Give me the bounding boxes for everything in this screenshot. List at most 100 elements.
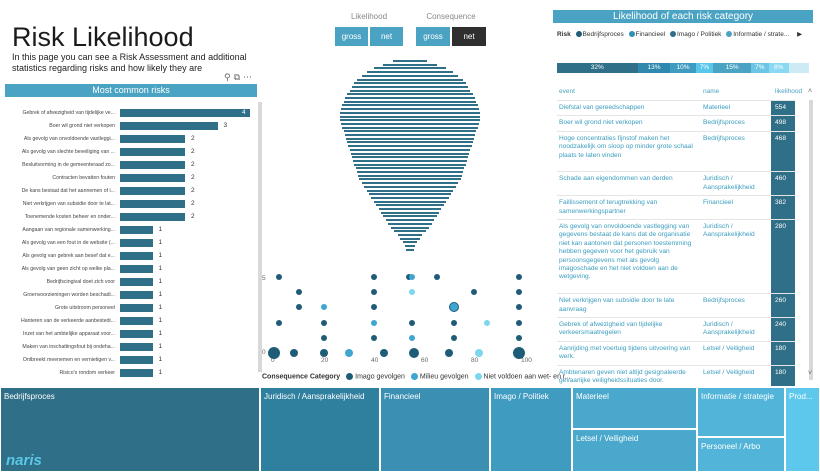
risk-legend-item[interactable]: Imago / Politiek (677, 31, 722, 38)
bar[interactable] (120, 356, 153, 364)
bar[interactable] (120, 122, 218, 130)
event-cell[interactable]: Boer wil grond niet verkopen (559, 119, 643, 127)
scatter-point[interactable] (451, 334, 457, 341)
scatter-point[interactable] (483, 319, 490, 326)
stacked-segment[interactable]: 10% (670, 63, 696, 73)
bar[interactable] (120, 317, 153, 325)
scatter-point[interactable] (296, 289, 302, 296)
scatter-point[interactable] (408, 289, 415, 296)
table-row[interactable]: Aanrijding met voertuig tijdens uitvoeri… (557, 340, 795, 366)
scatter-point[interactable] (408, 334, 415, 341)
bar[interactable] (120, 265, 153, 273)
scatter-point[interactable] (371, 274, 377, 280)
bar[interactable] (120, 369, 153, 377)
table-row[interactable]: Ambtenaren geven niet altijd gesignaleer… (557, 364, 795, 386)
bar[interactable] (120, 161, 185, 169)
treemap-cell[interactable]: Personeel / Arbo (697, 437, 785, 472)
scatter-point[interactable] (321, 304, 327, 311)
scatter-point[interactable] (475, 349, 483, 357)
table-row[interactable]: Faillissement of terugtrekking van samen… (557, 195, 795, 220)
scatter-legend-item[interactable]: Niet voldoen aan wet- en r... (483, 373, 571, 381)
bar[interactable] (120, 200, 185, 208)
bar[interactable] (120, 278, 153, 286)
scatter-legend-item[interactable]: Imago gevolgen (355, 373, 405, 381)
treemap-cell[interactable]: Materieel (572, 387, 697, 429)
scatter-point[interactable] (345, 349, 353, 357)
event-cell[interactable]: Faillissement of terugtrekking van samen… (559, 199, 658, 215)
treemap-cell[interactable]: Bedrijfsproces (0, 387, 260, 472)
scatter-point[interactable] (516, 304, 522, 311)
scatter-point[interactable] (408, 274, 415, 280)
scatter-point[interactable] (276, 274, 282, 280)
likelihood-gross-button[interactable]: gross (335, 27, 368, 46)
table-row[interactable]: Boer wil grond niet verkopen Bedrijfsproc… (557, 115, 795, 132)
risk-legend-item[interactable]: Bedrijfsproces (582, 31, 624, 38)
scatter-point[interactable] (516, 319, 522, 326)
scatter-point[interactable] (380, 349, 388, 357)
scatter-point[interactable] (290, 349, 298, 357)
event-cell[interactable]: Hoge concentraties fijnstof maken het no… (559, 134, 693, 159)
table-row[interactable]: Diefstal van gereedschappen Materieel 554 (557, 100, 795, 117)
legend-next-icon[interactable]: ▶ (797, 31, 803, 38)
scatter-point[interactable] (449, 302, 459, 313)
stacked-segment[interactable]: 32% (557, 63, 638, 73)
scatter-point[interactable] (516, 334, 522, 341)
scatter-point[interactable] (371, 304, 377, 311)
bar[interactable] (120, 148, 185, 156)
table-header-likelihood[interactable]: likelihood (775, 88, 803, 95)
more-options-icon[interactable]: ⋯ (243, 72, 256, 82)
scatter-point[interactable] (408, 319, 415, 326)
table-scrollbar[interactable] (809, 100, 813, 380)
bar[interactable] (120, 252, 153, 260)
risk-legend-item[interactable]: Informatie / strate... (733, 31, 790, 38)
bar[interactable] (120, 330, 153, 338)
scatter-point[interactable] (320, 349, 328, 357)
consequence-gross-button[interactable]: gross (416, 27, 450, 46)
scatter-point[interactable] (409, 348, 419, 358)
bar[interactable] (120, 109, 250, 117)
event-cell[interactable]: Schade aan eigendommen van derden (559, 175, 673, 183)
scatter-point[interactable] (321, 319, 327, 326)
scatter-point[interactable] (471, 289, 477, 296)
most-common-scrollbar[interactable] (258, 102, 262, 372)
risk-legend-item[interactable]: Financieel (635, 31, 666, 38)
scatter-point[interactable] (516, 274, 522, 280)
event-cell[interactable]: Ambtenaren geven niet altijd gesignaleer… (559, 368, 686, 384)
stacked-segment[interactable]: 7% (695, 63, 714, 73)
treemap-cell[interactable]: Juridisch / Aansprakelijkheid (260, 387, 380, 472)
bar[interactable] (120, 304, 153, 312)
table-row[interactable]: Hoge concentraties fijnstof maken het no… (557, 130, 795, 173)
scatter-point[interactable] (445, 349, 453, 357)
table-row[interactable]: Als gevolg van onvoldoende vastlegging v… (557, 219, 795, 295)
scatter-legend-item[interactable]: Milieu gevolgen (419, 373, 469, 381)
table-row[interactable]: Schade aan eigendommen van derden Juridis… (557, 171, 795, 197)
scatter-point[interactable] (276, 319, 282, 326)
bar[interactable] (120, 291, 153, 299)
stacked-segment[interactable]: 8% (768, 63, 789, 73)
table-row[interactable]: Niet verkrijgen van subsidie door te lat… (557, 293, 795, 318)
scatter-point[interactable] (513, 347, 525, 359)
scatter-point[interactable] (371, 334, 377, 341)
scatter-point[interactable] (296, 304, 302, 311)
stacked-segment[interactable] (788, 63, 809, 73)
table-header-name[interactable]: name (703, 88, 720, 95)
scatter-point[interactable] (451, 319, 457, 326)
event-cell[interactable]: Diefstal van gereedschappen (559, 104, 645, 111)
bar[interactable] (120, 343, 153, 351)
pin-icon[interactable]: ⚲ (224, 72, 234, 82)
scatter-point[interactable] (321, 334, 327, 341)
event-cell[interactable]: Gebrek of afwezigheid van tijdelijke ver… (559, 321, 663, 337)
stacked-segment[interactable]: 7% (751, 63, 769, 73)
treemap-cell[interactable]: Prod... (785, 387, 820, 472)
event-cell[interactable]: Aanrijding met voertuig tijdens uitvoeri… (559, 344, 691, 361)
table-header-event[interactable]: event (559, 88, 575, 95)
bar[interactable] (120, 226, 153, 234)
bar[interactable] (120, 174, 185, 182)
scroll-up-icon[interactable]: ˄ (808, 88, 813, 95)
consequence-net-button[interactable]: net (452, 27, 486, 46)
scatter-point[interactable] (371, 289, 377, 296)
event-cell[interactable]: Als gevolg van onvoldoende vastlegging v… (559, 223, 692, 281)
likelihood-net-button[interactable]: net (370, 27, 403, 46)
treemap-cell[interactable]: Informatie / strategie (697, 387, 785, 437)
focus-mode-icon[interactable]: ⧉ (233, 72, 244, 82)
